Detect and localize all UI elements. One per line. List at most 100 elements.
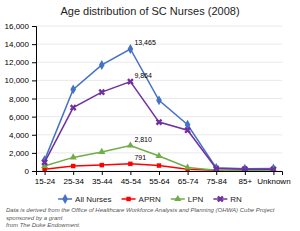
- grid-line: [36, 116, 282, 117]
- series: [42, 44, 277, 171]
- y-tick: 2,000: [9, 149, 36, 158]
- point: [268, 164, 278, 171]
- tick-mark: [32, 26, 36, 27]
- tick-mark: [216, 171, 217, 175]
- tick-label: 65-74: [178, 177, 199, 186]
- title: Age distribution of SC Nurses (2008): [60, 5, 239, 17]
- point: [68, 103, 78, 113]
- tick-mark: [245, 171, 246, 175]
- footnote-line: Data is derived from the Office of Healt…: [6, 207, 275, 213]
- grid-line: [36, 26, 282, 27]
- legend-label: RN: [230, 195, 242, 204]
- series: [40, 77, 279, 171]
- grid-line: [36, 80, 282, 81]
- legend-label: APRN: [139, 195, 161, 204]
- tick-label: 15-24: [35, 177, 56, 186]
- point: [154, 117, 164, 127]
- footnote-line: sponsored by a grant: [6, 215, 63, 221]
- tick-mark: [32, 135, 36, 136]
- legend-label: LPN: [188, 195, 204, 204]
- tick-label: 2,000: [9, 149, 30, 158]
- x-tick: 35-44: [92, 171, 113, 186]
- tick-mark: [73, 171, 74, 175]
- point: [40, 157, 50, 167]
- tick-label: Unknown: [257, 177, 290, 186]
- tick-label: 8,000: [9, 95, 30, 104]
- series: [41, 141, 277, 171]
- point: [183, 125, 193, 135]
- line: [45, 146, 274, 171]
- line: [45, 49, 274, 169]
- x-tick: 55-64: [149, 171, 170, 186]
- point: [184, 163, 191, 169]
- point: [211, 164, 221, 171]
- point: [98, 148, 105, 154]
- annotation: 791: [134, 154, 146, 161]
- y-axis: 02,0004,0006,0008,00010,00012,00014,0001…: [5, 22, 37, 176]
- tick-mark: [32, 171, 36, 172]
- legend: All Nurses APRN LPN RN: [58, 194, 242, 204]
- tick-mark: [32, 117, 36, 118]
- tick-mark: [159, 171, 160, 175]
- x-tick: 25-34: [63, 171, 84, 186]
- plot: 02,0004,0006,0008,00010,00012,00014,0001…: [5, 22, 291, 186]
- tick-mark: [32, 99, 36, 100]
- point: [97, 87, 107, 97]
- point: [128, 162, 132, 166]
- grid-line: [36, 44, 282, 45]
- tick-label: 6,000: [9, 113, 30, 122]
- x-tick: 15-24: [35, 171, 56, 186]
- legend-marker: [126, 197, 130, 201]
- series-group: [40, 44, 279, 171]
- tick-mark: [45, 171, 46, 175]
- y-tick: 6,000: [9, 113, 36, 122]
- annotation: 2,810: [134, 136, 152, 143]
- tick-label: 55-64: [149, 177, 170, 186]
- x-tick: 65-74: [178, 171, 199, 186]
- legend-item: RN: [213, 194, 242, 204]
- tick-label: 12,000: [5, 58, 30, 67]
- grid: [36, 26, 282, 171]
- point: [128, 44, 134, 54]
- legend-label: All Nurses: [75, 195, 111, 204]
- annotation: 13,465: [134, 39, 156, 46]
- y-tick: 14,000: [5, 40, 36, 49]
- point: [156, 95, 162, 105]
- tick-label: 10,000: [5, 76, 30, 85]
- point: [71, 164, 75, 168]
- point: [155, 152, 162, 158]
- tick-mark: [32, 44, 36, 45]
- legend-marker: [215, 194, 225, 204]
- tick-mark: [130, 171, 131, 175]
- line: [45, 82, 274, 170]
- y-tick: 10,000: [5, 76, 36, 85]
- x-axis: 15-24 25-34 35-44 45-54 55-64 65-74 75-84 85+ Un…: [35, 171, 291, 186]
- point: [99, 60, 105, 70]
- footnote-line: from The Duke Endowment.: [6, 222, 81, 228]
- tick-mark: [273, 171, 274, 175]
- y-tick: 8,000: [9, 95, 36, 104]
- tick-label: 25-34: [63, 177, 84, 186]
- tick-label: 14,000: [5, 40, 30, 49]
- x-tick: 45-54: [121, 171, 142, 186]
- tick-mark: [188, 171, 189, 175]
- tick-mark: [102, 171, 103, 175]
- point: [100, 163, 104, 167]
- point: [127, 141, 134, 147]
- legend-item: APRN: [122, 195, 161, 204]
- point: [240, 164, 250, 171]
- point: [70, 85, 76, 95]
- y-tick: 0: [25, 167, 36, 176]
- x-tick: Unknown: [257, 171, 290, 186]
- tick-mark: [32, 80, 36, 81]
- point: [157, 163, 161, 167]
- chart: Age distribution of SC Nurses (2008) Data…: [0, 0, 300, 231]
- tick-label: 75-84: [206, 177, 227, 186]
- grid-line: [36, 62, 282, 63]
- axis-line: [37, 172, 283, 176]
- tick-label: 0: [25, 167, 30, 176]
- tick-mark: [32, 62, 36, 63]
- y-tick: 16,000: [5, 22, 36, 31]
- x-tick: 85+: [239, 171, 253, 186]
- legend-marker: [174, 195, 181, 201]
